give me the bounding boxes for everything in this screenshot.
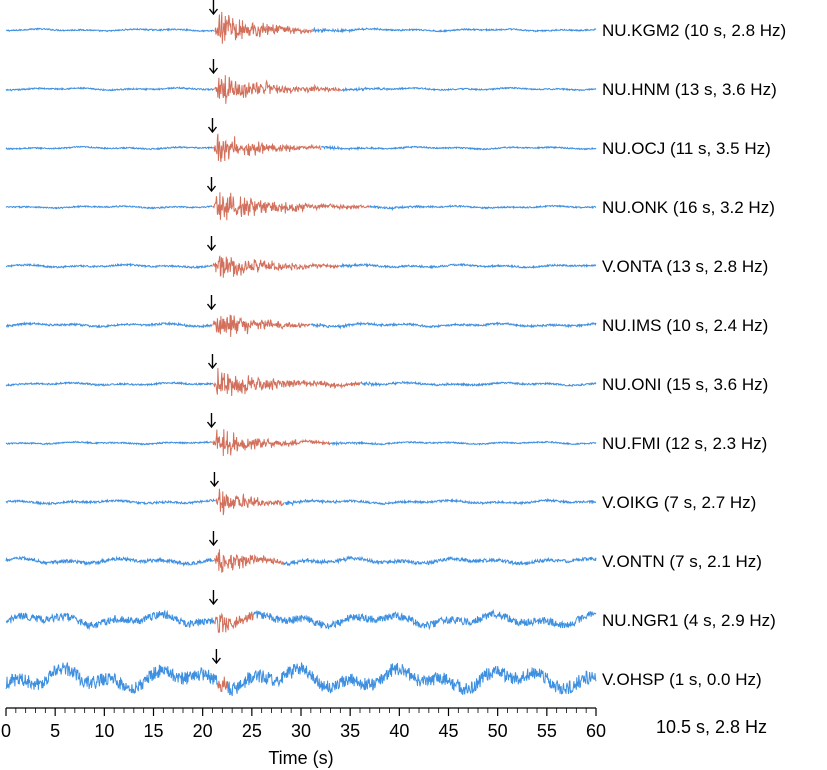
- trace-noise-pre: [5, 320, 213, 329]
- trace-stack: NU.KGM2 (10 s, 2.8 Hz) NU.HNM (13 s, 3.6 …: [5, 0, 786, 697]
- station-label: V.ONTN (7 s, 2.1 Hz): [602, 552, 762, 571]
- trace-noise-post: [282, 555, 597, 567]
- x-tick-label: 55: [537, 721, 557, 741]
- trace: V.ONTN (7 s, 2.1 Hz): [5, 531, 762, 573]
- x-tick-label: 5: [50, 721, 60, 741]
- trace-noise-pre: [5, 381, 214, 387]
- trace-noise-post: [339, 262, 597, 270]
- arrival-arrow: [206, 295, 217, 311]
- trace-signal: [212, 255, 341, 278]
- trace-signal: [213, 368, 361, 397]
- station-label: NU.ONK (16 s, 3.2 Hz): [602, 198, 775, 217]
- station-label: NU.IMS (10 s, 2.4 Hz): [602, 316, 768, 335]
- x-tick-label: 45: [438, 721, 458, 741]
- trace-noise-pre: [5, 555, 215, 567]
- trace: NU.FMI (12 s, 2.3 Hz): [5, 413, 767, 457]
- trace-noise-post: [360, 380, 597, 388]
- trace-noise-pre: [5, 662, 218, 694]
- trace: NU.IMS (10 s, 2.4 Hz): [5, 295, 768, 338]
- trace-noise-pre: [5, 440, 213, 446]
- trace-signal: [214, 11, 313, 44]
- trace-noise-pre: [5, 86, 215, 92]
- trace-signal: [212, 429, 331, 457]
- trace-signal: [214, 75, 343, 104]
- trace-noise-post: [369, 204, 597, 212]
- trace-noise-post: [226, 661, 597, 697]
- arrival-arrow: [206, 236, 217, 252]
- x-tick-label: 50: [488, 721, 508, 741]
- x-tick-label: 60: [586, 721, 606, 741]
- trace-signal: [215, 488, 285, 516]
- arrival-arrow: [208, 0, 219, 16]
- arrival-arrow: [206, 177, 217, 193]
- station-label: V.ONTA (13 s, 2.8 Hz): [602, 257, 768, 276]
- trace-noise-pre: [5, 498, 216, 506]
- x-tick-label: 0: [1, 721, 11, 741]
- trace: NU.ONK (16 s, 3.2 Hz): [5, 177, 775, 221]
- arrival-arrow: [208, 531, 219, 547]
- trace: V.OIKG (7 s, 2.7 Hz): [5, 472, 756, 516]
- trace: NU.ONI (15 s, 3.6 Hz): [5, 354, 768, 397]
- trace: NU.OCJ (11 s, 3.5 Hz): [5, 118, 771, 163]
- trace-noise-pre: [5, 204, 213, 210]
- x-tick-label: 20: [193, 721, 213, 741]
- x-axis-ticks: [5, 708, 597, 716]
- trace-noise-post: [310, 321, 597, 330]
- trace-noise-post: [321, 144, 597, 152]
- station-label: V.OIKG (7 s, 2.7 Hz): [602, 493, 756, 512]
- trace-signal: [212, 192, 370, 221]
- x-axis: 0 5 10 15 20 25 30 35 40 45 50 55 60: [1, 707, 606, 741]
- summary-label: 10.5 s, 2.8 Hz: [656, 717, 767, 737]
- trace: NU.HNM (13 s, 3.6 Hz): [5, 59, 777, 104]
- arrival-arrow: [207, 354, 218, 370]
- x-tick-label: 40: [389, 721, 409, 741]
- trace-noise-post: [312, 26, 597, 34]
- station-label: NU.OCJ (11 s, 3.5 Hz): [602, 139, 771, 158]
- x-tick-label: 30: [291, 721, 311, 741]
- trace-signal: [212, 314, 311, 338]
- x-axis-label: Time (s): [268, 748, 333, 768]
- arrival-arrow: [209, 472, 219, 488]
- station-label: NU.HNM (13 s, 3.6 Hz): [602, 80, 777, 99]
- trace-signal: [214, 611, 254, 633]
- trace-signal: [216, 676, 228, 692]
- x-tick-label: 25: [242, 721, 262, 741]
- arrival-arrow: [207, 118, 218, 134]
- x-tick-label: 35: [340, 721, 360, 741]
- trace-noise-post: [330, 440, 597, 447]
- trace-noise-pre: [5, 27, 215, 33]
- station-label: NU.FMI (12 s, 2.3 Hz): [602, 434, 767, 453]
- x-tick-label: 10: [94, 721, 114, 741]
- trace-noise-pre: [5, 145, 214, 151]
- trace-noise-post: [284, 497, 597, 507]
- station-label: V.OHSP (1 s, 0.0 Hz): [602, 670, 762, 689]
- trace-signal: [214, 549, 284, 573]
- station-label: NU.NGR1 (4 s, 2.9 Hz): [602, 611, 776, 630]
- x-tick-label: 15: [143, 721, 163, 741]
- station-label: NU.ONI (15 s, 3.6 Hz): [602, 375, 768, 394]
- arrival-arrow: [211, 649, 221, 665]
- trace: NU.NGR1 (4 s, 2.9 Hz): [5, 590, 776, 633]
- trace-noise-pre: [5, 262, 213, 270]
- trace: V.ONTA (13 s, 2.8 Hz): [5, 236, 768, 278]
- arrival-arrow: [206, 413, 217, 429]
- arrival-arrow: [208, 59, 219, 75]
- arrival-arrow: [208, 590, 219, 606]
- trace-noise-pre: [5, 609, 215, 631]
- trace: V.OHSP (1 s, 0.0 Hz): [5, 649, 762, 697]
- station-label: NU.KGM2 (10 s, 2.8 Hz): [602, 21, 786, 40]
- trace-noise-post: [253, 608, 597, 631]
- x-axis-tick-labels: 0 5 10 15 20 25 30 35 40 45 50 55 60: [1, 721, 606, 741]
- trace-noise-post: [341, 85, 597, 93]
- trace-signal: [213, 133, 322, 163]
- trace: NU.KGM2 (10 s, 2.8 Hz): [5, 0, 786, 44]
